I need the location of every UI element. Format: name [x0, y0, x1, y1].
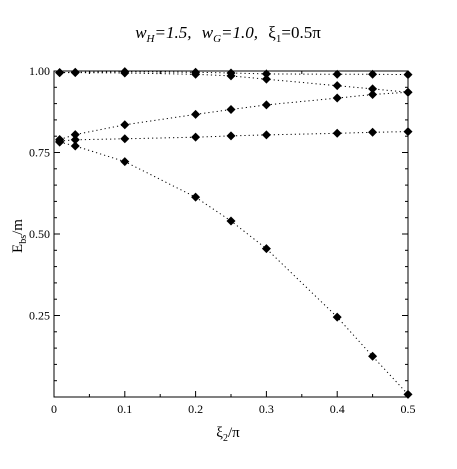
y-axis-label: Ebs/m [10, 219, 29, 253]
x-axis-label: ξ2/π [216, 425, 240, 444]
x-tick-label: 0.2 [188, 402, 203, 416]
data-point-diamond [120, 157, 130, 167]
data-point-diamond [226, 71, 236, 81]
x-axis-label-main: ξ [216, 425, 223, 441]
data-markers [55, 67, 413, 399]
data-point-diamond [120, 68, 130, 78]
data-point-diamond [261, 130, 271, 140]
data-point-diamond [368, 84, 378, 94]
x-axis-ticks: 0 0.1 0.2 0.3 0.4 0.5 [51, 71, 416, 416]
x-tick-label: 0 [51, 402, 57, 416]
data-point-diamond [191, 132, 201, 142]
title-wh-subscript: H [146, 33, 156, 45]
title-wg-subscript: G [213, 33, 221, 45]
plot-frame [53, 70, 409, 398]
data-point-diamond [368, 127, 378, 137]
y-axis-ticks: 0.25 0.50 0.75 1.00 [29, 64, 408, 382]
data-point-diamond [261, 74, 271, 84]
y-axis-label-main: E [10, 244, 26, 253]
y-tick-label: 0.75 [29, 146, 50, 160]
title-wg-value: =1.0, [221, 23, 258, 42]
data-point-diamond [55, 68, 65, 78]
x-axis-label-suffix: /π [228, 425, 240, 441]
data-point-diamond [120, 120, 130, 130]
x-tick-label: 0.5 [401, 402, 416, 416]
data-point-diamond [332, 81, 342, 91]
y-tick-label: 0.50 [29, 227, 50, 241]
data-point-diamond [120, 134, 130, 144]
data-point-diamond [261, 69, 271, 79]
series-line-3 [59, 91, 409, 140]
data-point-diamond [191, 192, 201, 202]
x-tick-label: 0.1 [117, 402, 132, 416]
data-point-diamond [403, 70, 413, 80]
data-point-diamond [226, 131, 236, 141]
data-point-diamond [332, 69, 342, 79]
y-tick-label: 1.00 [29, 64, 50, 78]
y-axis-label-subscript: bs [18, 235, 29, 244]
data-point-diamond [70, 141, 80, 151]
title-xi-value: =0.5π [281, 23, 321, 42]
data-point-diamond [70, 68, 80, 78]
data-point-diamond [332, 128, 342, 138]
x-tick-label: 0.4 [330, 402, 345, 416]
data-point-diamond [368, 351, 378, 361]
data-point-diamond [226, 216, 236, 226]
title-wh-value: =1.5, [155, 23, 192, 42]
x-axis-label-subscript: 2 [223, 433, 228, 444]
data-point-diamond [191, 69, 201, 79]
data-point-diamond [191, 109, 201, 119]
data-point-diamond [332, 93, 342, 103]
series-line-5 [59, 141, 409, 395]
data-point-diamond [261, 100, 271, 110]
data-point-diamond [70, 130, 80, 140]
y-axis-label-suffix: /m [10, 219, 26, 235]
data-point-diamond [368, 89, 378, 99]
data-point-diamond [403, 87, 413, 97]
data-point-diamond [226, 104, 236, 114]
data-point-diamond [403, 389, 413, 399]
title-wg-symbol: w [202, 23, 214, 42]
title-xi-subscript: 1 [276, 33, 282, 45]
x-tick-label: 0.3 [259, 402, 274, 416]
data-point-diamond [368, 69, 378, 79]
data-point-diamond [332, 312, 342, 322]
data-point-diamond [55, 137, 65, 147]
title-wh-symbol: w [135, 23, 147, 42]
data-point-diamond [70, 135, 80, 145]
data-point-diamond [261, 244, 271, 254]
chart-title: wH=1.5, wG=1.0, ξ1=0.5π [135, 23, 321, 45]
y-tick-label: 0.25 [29, 309, 50, 323]
series-lines [59, 71, 409, 395]
data-point-diamond [403, 127, 413, 137]
title-xi-symbol: ξ [268, 23, 276, 42]
